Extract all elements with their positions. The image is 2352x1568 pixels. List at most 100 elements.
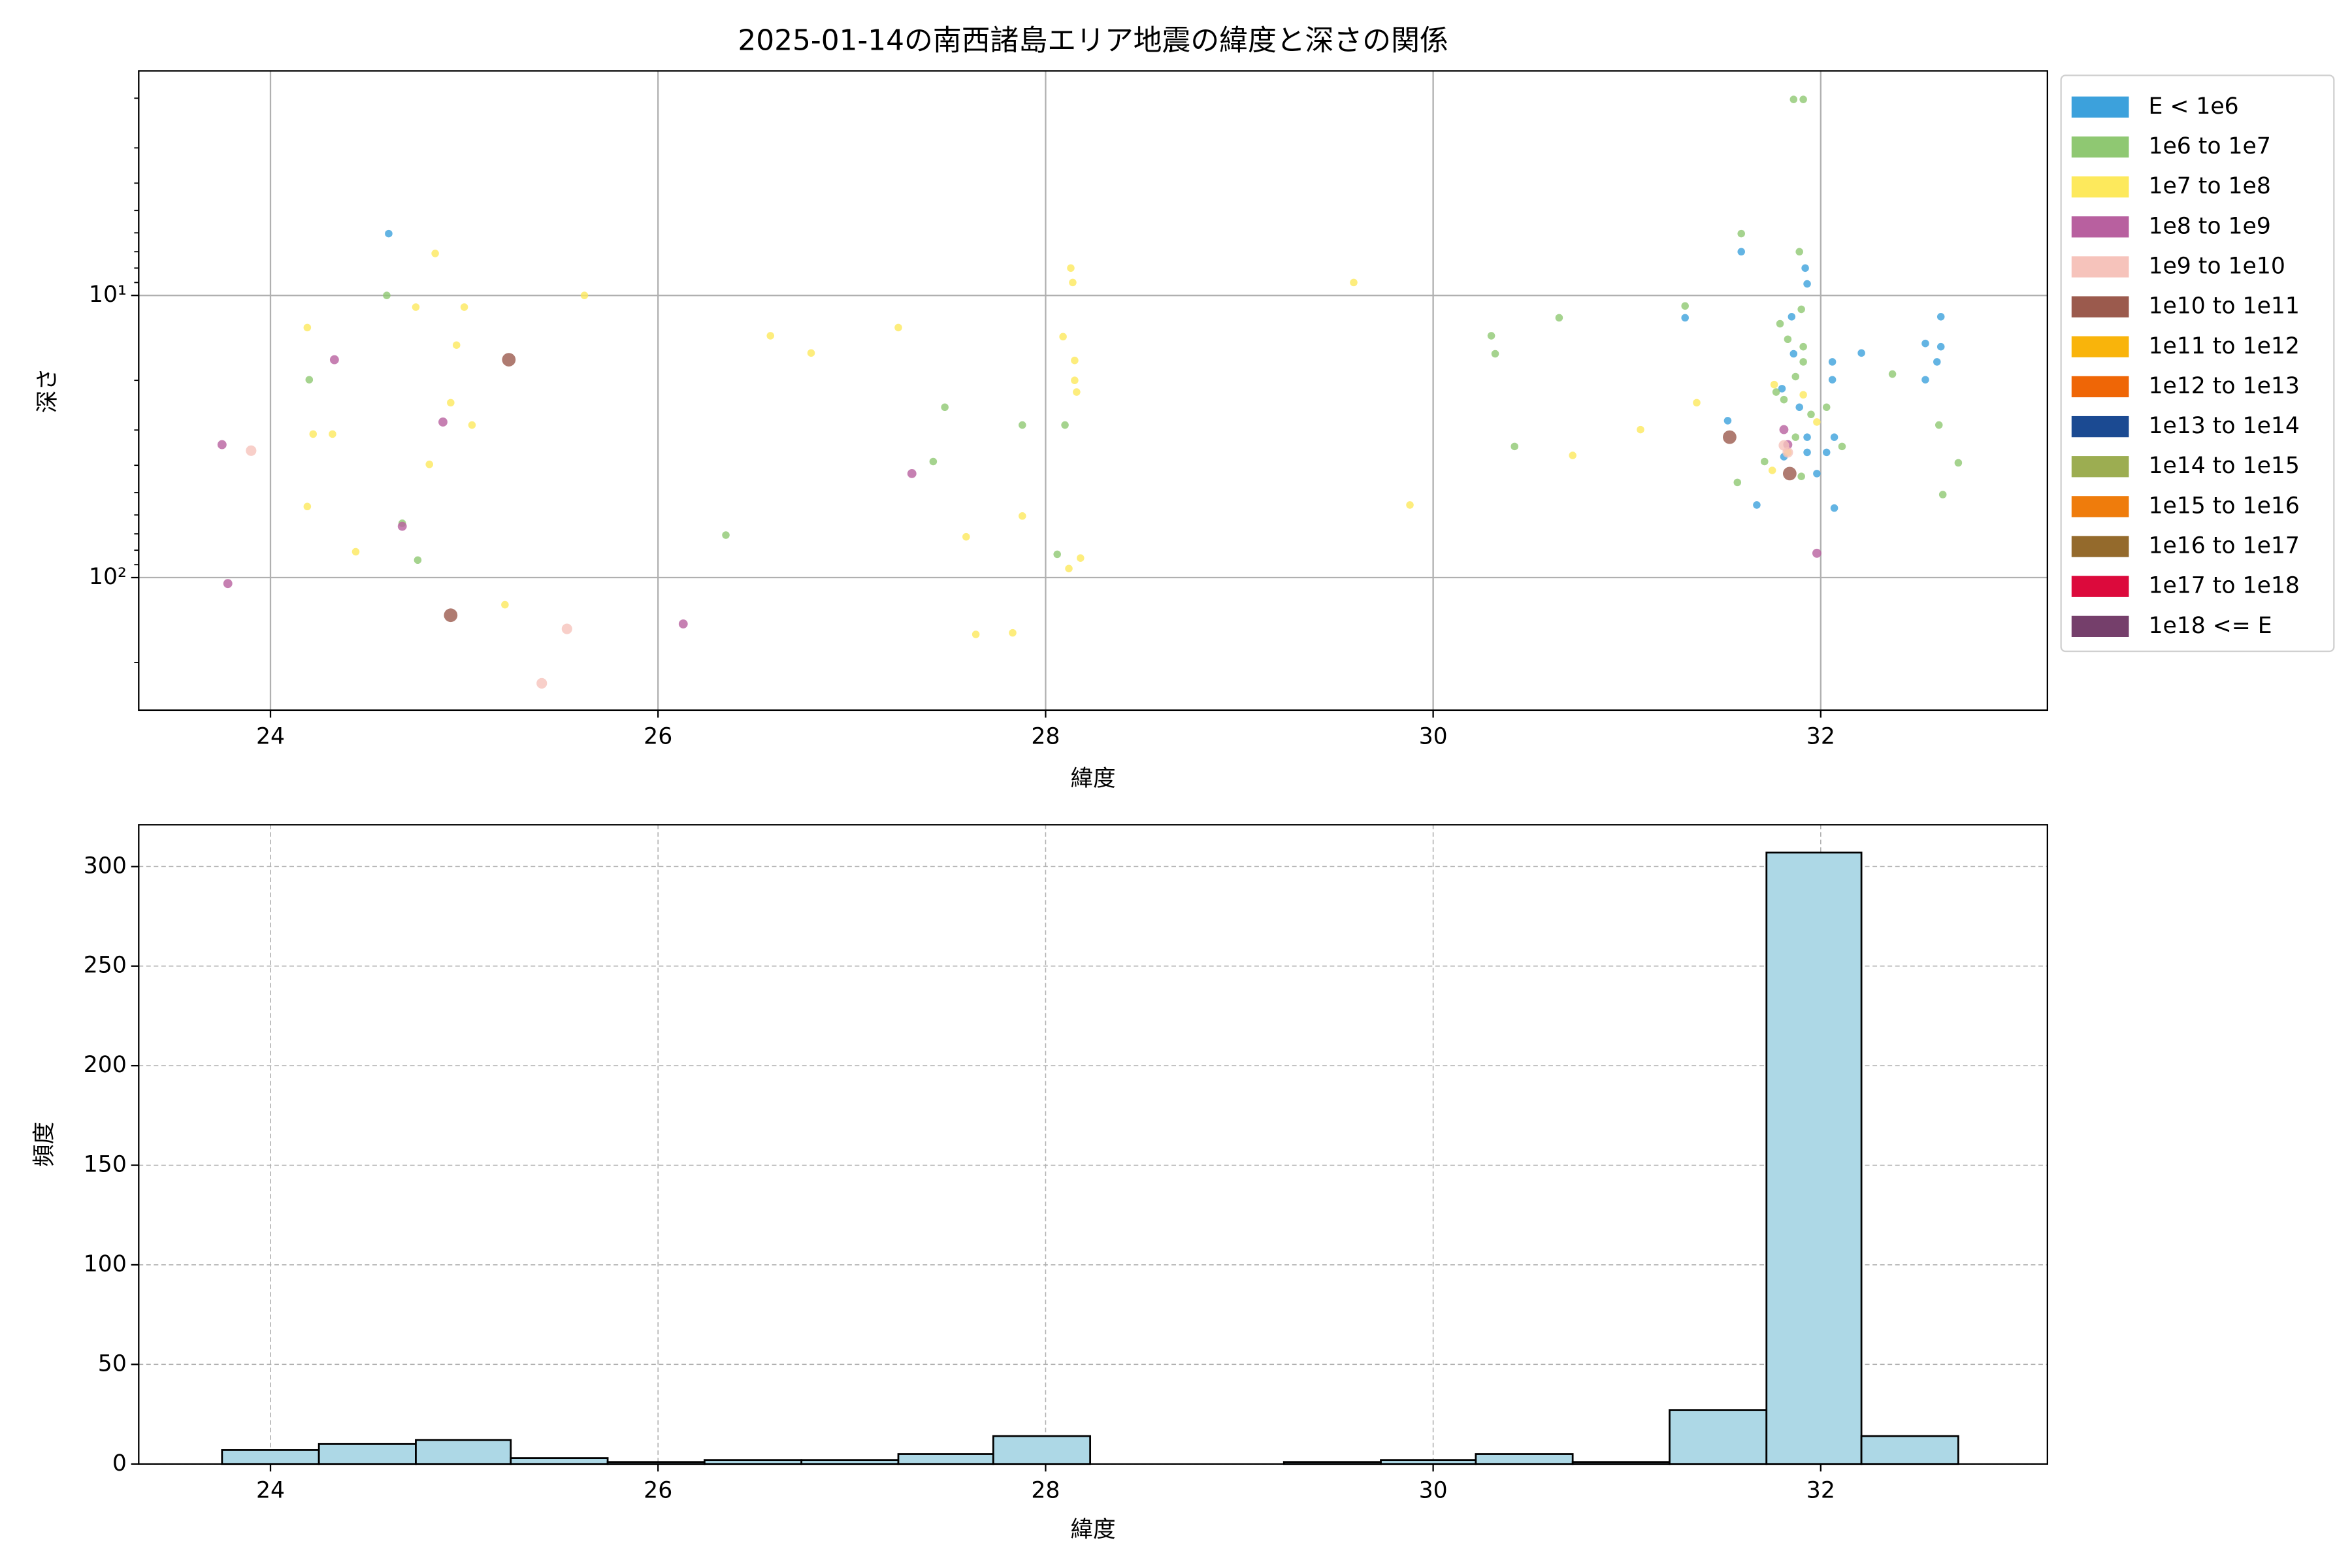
- data-point: [1830, 504, 1838, 512]
- x-tick-label: 30: [1419, 1477, 1448, 1503]
- data-point: [561, 623, 572, 634]
- data-point: [766, 332, 775, 340]
- data-point: [1491, 350, 1499, 358]
- data-point: [1772, 388, 1780, 396]
- data-point: [1778, 440, 1789, 451]
- data-point: [438, 417, 448, 427]
- data-point: [1791, 372, 1800, 381]
- legend-label: 1e9 to 1e10: [2148, 253, 2285, 279]
- data-point: [1723, 417, 1732, 425]
- data-point: [1681, 302, 1689, 310]
- data-point: [1828, 358, 1837, 366]
- data-point: [1954, 459, 1963, 467]
- histogram-bar: [1475, 1453, 1574, 1465]
- data-point: [305, 376, 314, 384]
- histogram-bar: [897, 1453, 994, 1465]
- legend-label: 1e11 to 1e12: [2148, 333, 2299, 359]
- x-tick-label: 28: [1031, 723, 1060, 749]
- data-point: [1795, 403, 1803, 412]
- data-point: [1838, 442, 1846, 451]
- legend-swatch: [2071, 176, 2129, 198]
- histogram-bar: [1669, 1409, 1768, 1465]
- data-point: [444, 608, 458, 623]
- legend-swatch: [2071, 416, 2129, 438]
- data-point: [1053, 550, 1061, 559]
- legend-label: 1e10 to 1e11: [2148, 293, 2299, 319]
- data-point: [447, 399, 455, 407]
- y-tick-label: 150: [84, 1152, 127, 1178]
- data-point: [1350, 278, 1358, 287]
- legend-label: 1e12 to 1e13: [2148, 373, 2299, 399]
- x-tick-label: 28: [1031, 1477, 1060, 1503]
- legend-label: 1e7 to 1e8: [2148, 173, 2270, 199]
- x-axis-label: 緯度: [1070, 766, 1115, 792]
- legend-swatch: [2071, 576, 2129, 597]
- data-point: [460, 303, 468, 311]
- legend-swatch: [2071, 376, 2129, 398]
- legend-label: 1e14 to 1e15: [2148, 453, 2299, 479]
- legend-swatch: [2071, 615, 2129, 637]
- histogram-bar: [992, 1435, 1092, 1465]
- y-tick-label: 50: [98, 1350, 127, 1377]
- data-point: [1933, 358, 1941, 366]
- data-point: [1803, 280, 1811, 288]
- data-point: [1779, 425, 1789, 434]
- data-point: [1511, 442, 1518, 451]
- data-point: [1681, 314, 1689, 322]
- data-point: [1723, 430, 1737, 444]
- histogram-bar: [415, 1439, 512, 1465]
- data-point: [1799, 342, 1807, 351]
- data-point: [1555, 314, 1563, 322]
- data-point: [1487, 332, 1495, 340]
- legend-swatch: [2071, 536, 2129, 557]
- data-point: [1569, 451, 1576, 459]
- data-point: [1921, 339, 1929, 348]
- histogram-bar: [318, 1443, 417, 1465]
- data-point: [678, 619, 688, 629]
- data-point: [1936, 342, 1945, 351]
- data-point: [397, 521, 407, 531]
- x-tick-label: 24: [256, 1477, 285, 1503]
- data-point: [1776, 319, 1784, 328]
- data-point: [1797, 472, 1805, 480]
- data-point: [501, 600, 509, 609]
- data-point: [807, 349, 815, 357]
- legend-label: 1e6 to 1e7: [2148, 133, 2270, 159]
- data-point: [303, 323, 312, 332]
- data-point: [502, 353, 516, 367]
- data-point: [1073, 388, 1081, 396]
- data-point: [1799, 391, 1807, 399]
- data-point: [351, 547, 360, 556]
- legend-swatch: [2071, 216, 2129, 238]
- x-tick-label: 32: [1806, 723, 1835, 749]
- legend-label: 1e17 to 1e18: [2148, 573, 2299, 599]
- x-tick-label: 32: [1806, 1477, 1835, 1503]
- x-tick-label: 26: [644, 723, 672, 749]
- legend-swatch: [2071, 336, 2129, 357]
- data-point: [425, 460, 433, 468]
- data-point: [1059, 333, 1067, 341]
- histogram-bar: [510, 1457, 609, 1465]
- data-point: [309, 430, 318, 438]
- data-point: [580, 291, 589, 299]
- data-point: [223, 579, 233, 589]
- data-point: [1761, 457, 1769, 466]
- legend-box: [2060, 74, 2335, 653]
- data-point: [1812, 548, 1821, 558]
- data-point: [385, 229, 393, 238]
- data-point: [1061, 421, 1069, 429]
- legend-swatch: [2071, 496, 2129, 517]
- data-point: [1019, 421, 1026, 429]
- data-point: [1888, 370, 1897, 378]
- data-point: [1803, 448, 1811, 457]
- histogram-bar: [1765, 851, 1863, 1465]
- y-tick-label: 300: [84, 853, 127, 879]
- data-point: [907, 468, 917, 478]
- data-point: [1813, 418, 1821, 426]
- data-point: [1784, 335, 1792, 344]
- y-tick-label: 10²: [89, 564, 127, 590]
- legend-label: 1e18 <= E: [2148, 613, 2272, 639]
- data-point: [414, 556, 422, 564]
- y-tick-label: 250: [84, 953, 127, 979]
